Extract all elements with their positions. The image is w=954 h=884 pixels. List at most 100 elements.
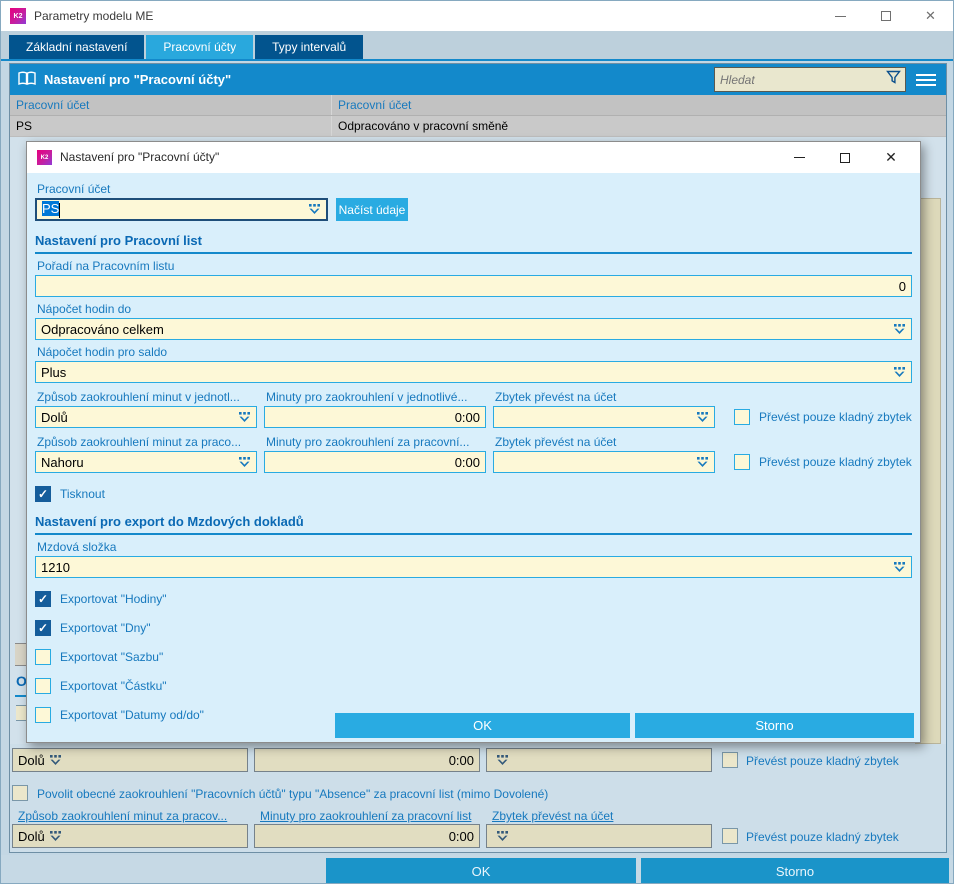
rounding-method-label: Způsob zaokrouhlení minut za praco... bbox=[37, 435, 242, 449]
positive-remainder-label: Převést pouze kladný zbytek bbox=[746, 830, 899, 844]
load-data-button[interactable]: Načíst údaje bbox=[336, 198, 408, 221]
column-header[interactable]: Pracovní účet bbox=[338, 98, 412, 112]
tab-typy-intervalu[interactable]: Typy intervalů bbox=[255, 35, 364, 59]
account-label: Pracovní účet bbox=[37, 182, 111, 196]
rounding-method-select[interactable]: Dolů bbox=[12, 824, 248, 848]
text-caret bbox=[59, 202, 61, 218]
dropdown-icon bbox=[496, 830, 509, 842]
positive-remainder-checkbox[interactable] bbox=[722, 752, 738, 768]
table-row[interactable]: PS Odpracováno v pracovní směně bbox=[10, 116, 946, 137]
menu-icon[interactable] bbox=[911, 67, 941, 92]
positive-remainder-label: Převést pouze kladný zbytek bbox=[746, 754, 899, 768]
export-castku-label: Exportovat "Částku" bbox=[60, 679, 167, 693]
order-input[interactable]: 0 bbox=[35, 275, 912, 297]
k2-app-icon: K2 bbox=[10, 8, 26, 24]
rounding-minutes-input[interactable]: 0:00 bbox=[264, 406, 486, 428]
print-label: Tisknout bbox=[60, 487, 105, 501]
wage-component-label: Mzdová složka bbox=[37, 540, 117, 554]
hours-saldo-label: Nápočet hodin pro saldo bbox=[37, 345, 168, 359]
transfer-account-label: Zbytek převést na účet bbox=[495, 435, 617, 449]
search-input[interactable] bbox=[715, 72, 886, 87]
transfer-account-select[interactable] bbox=[486, 748, 712, 772]
cell-account-name: Odpracováno v pracovní směně bbox=[338, 119, 509, 133]
export-castku-checkbox[interactable]: ✓ bbox=[35, 678, 51, 694]
rounding-minutes-label: Minuty pro zaokrouhlení v jednotlivé... bbox=[266, 390, 468, 404]
dropdown-icon bbox=[49, 754, 62, 766]
dialog-body: Pracovní účet PS Načíst údaje Nastavení … bbox=[27, 173, 920, 742]
panel-header: Nastavení pro "Pracovní účty" bbox=[10, 64, 946, 95]
rounding-minutes-input[interactable]: 0:00 bbox=[254, 824, 480, 848]
dropdown-icon bbox=[893, 561, 906, 573]
dropdown-icon bbox=[496, 754, 509, 766]
absence-rounding-label: Povolit obecné zaokrouhlení "Pracovních … bbox=[37, 787, 549, 801]
dialog-storno-button[interactable]: Storno bbox=[635, 713, 914, 738]
positive-remainder-checkbox[interactable] bbox=[722, 828, 738, 844]
ok-button[interactable]: OK bbox=[326, 858, 636, 883]
main-button-bar: OK Storno bbox=[1, 855, 953, 883]
rounding-minutes-input[interactable]: 0:00 bbox=[264, 451, 486, 473]
check-icon: ✓ bbox=[37, 592, 49, 606]
book-icon bbox=[18, 71, 36, 91]
export-hodiny-checkbox[interactable]: ✓ bbox=[35, 591, 51, 607]
export-sazbu-label: Exportovat "Sazbu" bbox=[60, 650, 164, 664]
check-icon: ✓ bbox=[37, 487, 49, 501]
transfer-account-select[interactable] bbox=[493, 406, 715, 428]
table-header: Pracovní účet Pracovní účet bbox=[10, 95, 946, 116]
transfer-account-label: Zbytek převést na účet bbox=[492, 809, 614, 823]
print-checkbox[interactable]: ✓ bbox=[35, 486, 51, 502]
search-box bbox=[714, 67, 906, 92]
dropdown-icon bbox=[696, 411, 709, 423]
rounding-method-label: Způsob zaokrouhlení minut za pracov... bbox=[18, 809, 228, 823]
window-titlebar: K2 Parametry modelu ME ✕ bbox=[1, 1, 953, 31]
transfer-account-select[interactable] bbox=[486, 824, 712, 848]
dialog-ok-button[interactable]: OK bbox=[335, 713, 630, 738]
export-datumy-checkbox[interactable]: ✓ bbox=[35, 707, 51, 723]
tab-zakladni-nastaveni[interactable]: Základní nastavení bbox=[9, 35, 145, 59]
section-rule-fragment bbox=[15, 695, 27, 697]
wage-component-select[interactable]: 1210 bbox=[35, 556, 912, 578]
transfer-account-label: Zbytek převést na účet bbox=[495, 390, 617, 404]
tab-strip: Základní nastavení Pracovní účty Typy in… bbox=[1, 31, 953, 61]
filter-icon[interactable] bbox=[886, 70, 901, 90]
hours-to-label: Nápočet hodin do bbox=[37, 302, 132, 316]
section-worklist-title: Nastavení pro Pracovní list bbox=[35, 233, 912, 254]
rounding-method-select[interactable]: Nahoru bbox=[35, 451, 257, 473]
transfer-account-select[interactable] bbox=[493, 451, 715, 473]
close-button[interactable]: ✕ bbox=[925, 8, 936, 23]
dropdown-icon bbox=[49, 830, 62, 842]
maximize-button[interactable] bbox=[863, 1, 908, 31]
positive-remainder-checkbox[interactable]: ✓ bbox=[734, 409, 750, 425]
dropdown-icon bbox=[696, 456, 709, 468]
check-icon: ✓ bbox=[37, 621, 49, 635]
rounding-minutes-input[interactable]: 0:00 bbox=[254, 748, 480, 772]
export-dny-label: Exportovat "Dny" bbox=[60, 621, 151, 635]
positive-remainder-checkbox[interactable]: ✓ bbox=[734, 454, 750, 470]
column-header[interactable]: Pracovní účet bbox=[10, 95, 332, 115]
positive-remainder-label: Převést pouze kladný zbytek bbox=[759, 455, 912, 469]
dropdown-icon bbox=[893, 366, 906, 378]
dialog-minimize-button[interactable] bbox=[776, 142, 822, 173]
dropdown-icon bbox=[238, 456, 251, 468]
order-label: Pořadí na Pracovním listu bbox=[37, 259, 175, 273]
absence-rounding-checkbox[interactable] bbox=[12, 785, 28, 801]
k2-dialog-icon: K2 bbox=[37, 150, 52, 165]
hours-saldo-select[interactable]: Plus bbox=[35, 361, 912, 383]
dialog-maximize-button[interactable] bbox=[822, 142, 868, 173]
settings-dialog: K2 Nastavení pro "Pracovní účty" ✕ Praco… bbox=[26, 141, 921, 743]
export-sazbu-checkbox[interactable]: ✓ bbox=[35, 649, 51, 665]
cell-account-code: PS bbox=[10, 116, 332, 136]
minimize-button[interactable] bbox=[818, 1, 863, 31]
parent-form-bottom: Dolů 0:00 Převést pouze kladný zbytek Po… bbox=[10, 744, 946, 852]
export-dny-checkbox[interactable]: ✓ bbox=[35, 620, 51, 636]
account-select[interactable]: PS bbox=[35, 198, 328, 221]
tab-pracovni-ucty[interactable]: Pracovní účty bbox=[146, 35, 254, 59]
export-datumy-label: Exportovat "Datumy od/do" bbox=[60, 708, 204, 722]
rounding-method-select[interactable]: Dolů bbox=[35, 406, 257, 428]
hours-to-select[interactable]: Odpracováno celkem bbox=[35, 318, 912, 340]
dialog-title: Nastavení pro "Pracovní účty" bbox=[60, 150, 220, 164]
storno-button[interactable]: Storno bbox=[641, 858, 949, 883]
export-hodiny-label: Exportovat "Hodiny" bbox=[60, 592, 167, 606]
dialog-close-button[interactable]: ✕ bbox=[885, 149, 897, 165]
rounding-method-select[interactable]: Dolů bbox=[12, 748, 248, 772]
